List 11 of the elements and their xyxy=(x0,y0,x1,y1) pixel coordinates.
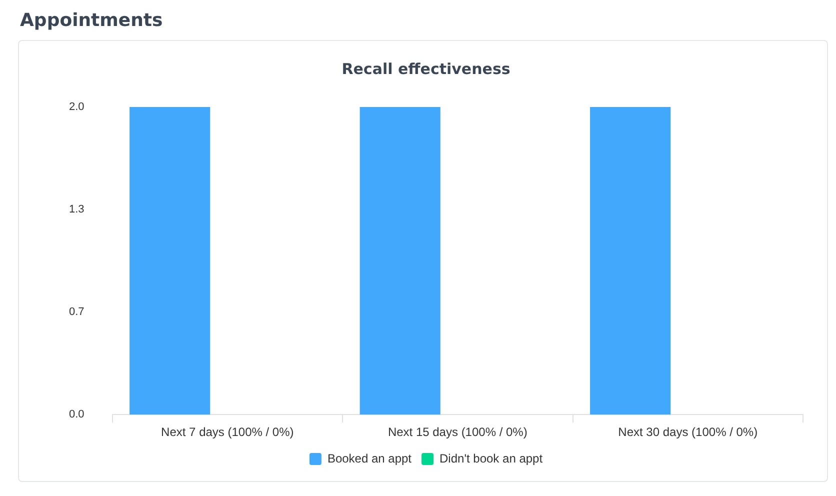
text: Appointments xyxy=(20,10,163,31)
x-tick-label: Next 7 days (100% / 0%) xyxy=(161,425,294,440)
x-tick-label: Next 30 days (100% / 0%) xyxy=(618,425,758,440)
y-tick-label: 1.3 xyxy=(68,204,84,216)
y-tick-label: 0.7 xyxy=(68,306,84,318)
y-tick-label: 2.0 xyxy=(68,101,84,114)
legend-label: Booked an appt xyxy=(327,451,412,466)
chart-title: Recall effectiveness xyxy=(342,60,510,78)
legend-label: Didn't book an appt xyxy=(440,451,544,466)
x-tick-label: Next 15 days (100% / 0%) xyxy=(388,425,528,440)
y-tick-label: 0.0 xyxy=(68,408,84,421)
